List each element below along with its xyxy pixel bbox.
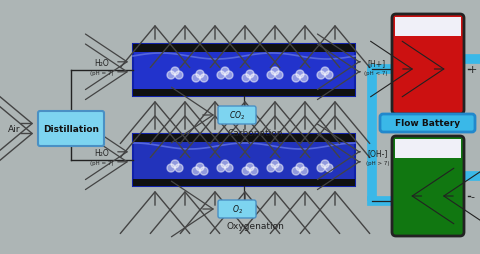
Circle shape	[171, 68, 179, 76]
Circle shape	[171, 160, 179, 168]
Circle shape	[271, 68, 279, 76]
Circle shape	[225, 72, 233, 80]
Circle shape	[300, 167, 308, 175]
Circle shape	[267, 164, 275, 172]
Circle shape	[175, 72, 183, 80]
Text: (pH = 7): (pH = 7)	[90, 70, 114, 75]
Bar	[133, 134, 355, 186]
Circle shape	[196, 163, 204, 171]
Bar	[133, 134, 355, 142]
Circle shape	[246, 71, 254, 79]
Bar	[395, 139, 461, 158]
Circle shape	[217, 72, 225, 80]
Circle shape	[325, 164, 333, 172]
Circle shape	[300, 75, 308, 83]
Circle shape	[275, 72, 283, 80]
Circle shape	[317, 164, 325, 172]
Circle shape	[296, 71, 304, 79]
Bar	[133, 179, 355, 186]
Circle shape	[192, 75, 200, 83]
Circle shape	[225, 164, 233, 172]
FancyBboxPatch shape	[218, 200, 256, 218]
Circle shape	[217, 164, 225, 172]
FancyBboxPatch shape	[392, 136, 464, 236]
Text: H₂O: H₂O	[95, 148, 109, 157]
Text: $O_2$: $O_2$	[231, 203, 242, 215]
Circle shape	[242, 167, 250, 175]
Circle shape	[325, 72, 333, 80]
Bar	[395, 18, 461, 37]
Text: $CO_2$: $CO_2$	[229, 109, 245, 122]
Text: [H+]: [H+]	[367, 58, 385, 67]
Circle shape	[292, 167, 300, 175]
Circle shape	[321, 68, 329, 76]
Circle shape	[246, 163, 254, 171]
Circle shape	[200, 75, 208, 83]
FancyBboxPatch shape	[38, 112, 104, 146]
Text: [OH-]: [OH-]	[368, 148, 388, 157]
Circle shape	[167, 164, 175, 172]
Circle shape	[296, 163, 304, 171]
Text: (pH = 7): (pH = 7)	[90, 160, 114, 165]
Circle shape	[271, 160, 279, 168]
Circle shape	[221, 160, 229, 168]
Circle shape	[221, 68, 229, 76]
Text: -: -	[470, 191, 474, 201]
Circle shape	[192, 167, 200, 175]
Bar	[133, 90, 355, 97]
Circle shape	[175, 164, 183, 172]
Circle shape	[250, 167, 258, 175]
Circle shape	[275, 164, 283, 172]
Circle shape	[317, 72, 325, 80]
Circle shape	[321, 160, 329, 168]
Circle shape	[250, 75, 258, 83]
Text: Carbonation: Carbonation	[227, 128, 283, 137]
Circle shape	[200, 167, 208, 175]
Circle shape	[267, 72, 275, 80]
Circle shape	[196, 71, 204, 79]
Text: Oxygenation: Oxygenation	[226, 222, 284, 231]
Circle shape	[242, 75, 250, 83]
FancyBboxPatch shape	[218, 107, 256, 124]
Text: Distillation: Distillation	[43, 124, 99, 133]
Circle shape	[292, 75, 300, 83]
Text: (pH > 7): (pH > 7)	[366, 160, 390, 165]
FancyBboxPatch shape	[380, 115, 475, 133]
FancyBboxPatch shape	[392, 15, 464, 115]
Text: Air: Air	[8, 124, 21, 133]
Bar	[133, 45, 355, 97]
Circle shape	[167, 72, 175, 80]
Text: Flow Battery: Flow Battery	[395, 119, 460, 128]
Text: +: +	[468, 65, 477, 75]
Text: (pH < 7): (pH < 7)	[364, 70, 388, 75]
Bar	[133, 45, 355, 53]
Text: H₂O: H₂O	[95, 58, 109, 67]
